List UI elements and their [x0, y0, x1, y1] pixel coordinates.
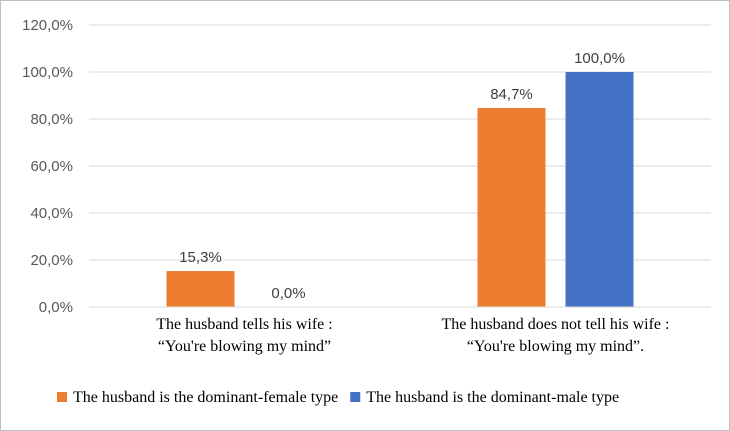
legend-swatch	[57, 392, 67, 402]
legend-label: The husband is the dominant-female type	[73, 389, 338, 406]
data-label: 84,7%	[490, 86, 533, 103]
legend-swatch	[350, 392, 361, 402]
y-tick-label: 120,0%	[22, 17, 73, 34]
y-tick-label: 0,0%	[39, 299, 73, 316]
y-tick-label: 60,0%	[30, 158, 73, 175]
category-label: The husband tells his wife :	[156, 316, 332, 333]
y-tick-label: 100,0%	[22, 64, 73, 81]
data-label: 15,3%	[179, 249, 222, 266]
y-tick-label: 20,0%	[30, 252, 73, 269]
bar	[565, 72, 634, 307]
y-tick-label: 40,0%	[30, 205, 73, 222]
legend-label: The husband is the dominant-male type	[366, 389, 619, 406]
y-tick-label: 80,0%	[30, 111, 73, 128]
category-label: “You're blowing my mind”.	[467, 338, 644, 355]
category-label: “You're blowing my mind”	[158, 338, 331, 355]
category-label: The husband does not tell his wife :	[442, 316, 670, 333]
bar	[477, 107, 546, 307]
data-label: 0,0%	[271, 285, 305, 302]
data-label: 100,0%	[574, 50, 625, 67]
bar	[166, 271, 235, 307]
